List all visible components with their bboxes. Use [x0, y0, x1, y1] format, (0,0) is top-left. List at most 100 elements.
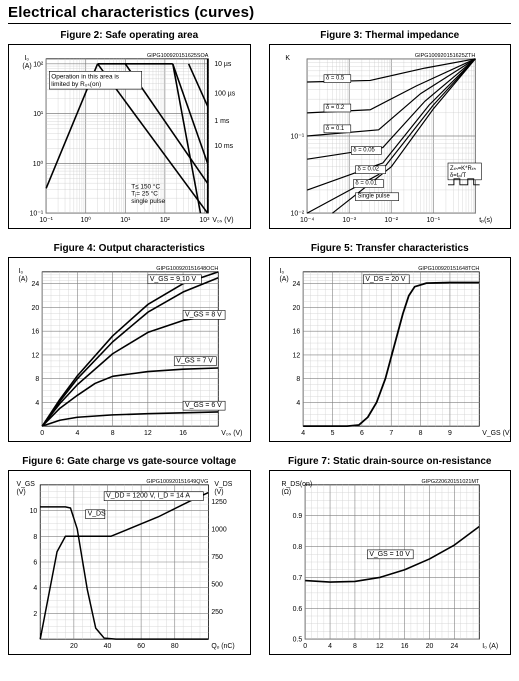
figure-2: Figure 2: Safe operating area GIPG100920…: [8, 30, 251, 229]
figure-7-chartbox: GIPG220620151021MT048121620240.50.60.70.…: [269, 470, 512, 655]
svg-text:V_GS = 8 V: V_GS = 8 V: [185, 311, 222, 318]
svg-text:δ = 0.2: δ = 0.2: [325, 105, 343, 111]
svg-text:20: 20: [32, 305, 40, 312]
svg-text:δ = 0.1: δ = 0.1: [325, 126, 343, 132]
svg-text:12: 12: [375, 643, 383, 650]
figure-6-chartbox: GIPG100920151649QVG20406080246810V_GS(V)…: [8, 470, 251, 655]
svg-text:V_DD = 1200 V, I_D = 14 A: V_DD = 1200 V, I_D = 14 A: [106, 493, 190, 500]
svg-text:δ = 0.01: δ = 0.01: [355, 181, 377, 187]
svg-text:80: 80: [171, 643, 179, 650]
svg-text:12: 12: [144, 430, 152, 437]
svg-text:0.6: 0.6: [292, 606, 302, 613]
svg-text:V_DS = 20 V: V_DS = 20 V: [365, 276, 406, 283]
svg-text:GIPG100920151648TCH: GIPG100920151648TCH: [418, 266, 479, 272]
figure-4-chartbox: GIPG100920151648OCH04812164812162024I₀(A…: [8, 257, 251, 442]
svg-text:(A): (A): [279, 276, 288, 283]
figure-5-title: Figure 5: Transfer characteristics: [269, 243, 512, 254]
svg-text:4: 4: [35, 400, 39, 407]
figure-2-chartbox: GIPG100920151625SOA 10⁻¹ 10⁰ 10¹ 10² 10³ 10⁻¹ 1…: [8, 44, 251, 229]
svg-text:10 µs: 10 µs: [214, 61, 232, 68]
svg-text:R_DS(on): R_DS(on): [281, 481, 312, 488]
svg-text:Zₜₕ=K*Rₜₕ: Zₜₕ=K*Rₜₕ: [449, 166, 475, 172]
svg-text:(V): (V): [214, 489, 223, 496]
svg-text:4: 4: [296, 400, 300, 407]
svg-text:1000: 1000: [211, 526, 227, 533]
svg-text:I₀ (A): I₀ (A): [482, 643, 498, 650]
svg-text:500: 500: [211, 582, 223, 589]
svg-text:6: 6: [359, 430, 363, 437]
svg-text:4: 4: [328, 643, 332, 650]
svg-text:V_GS = 10 V: V_GS = 10 V: [369, 551, 410, 558]
svg-text:8: 8: [111, 430, 115, 437]
svg-text:10²: 10²: [160, 217, 171, 224]
svg-text:1250: 1250: [211, 499, 227, 506]
svg-text:10⁻³: 10⁻³: [342, 217, 356, 224]
svg-text:10¹: 10¹: [120, 217, 131, 224]
svg-text:10⁻⁴: 10⁻⁴: [300, 217, 314, 224]
figure-2-title: Figure 2: Safe operating area: [8, 30, 251, 41]
svg-text:GIPG100920151649QVG: GIPG100920151649QVG: [146, 479, 208, 485]
svg-text:8: 8: [33, 534, 37, 541]
svg-text:δ=tₚ/T: δ=tₚ/T: [449, 173, 466, 179]
svg-text:0.7: 0.7: [292, 575, 302, 582]
svg-text:δ = 0.05: δ = 0.05: [353, 147, 375, 153]
svg-text:10 ms: 10 ms: [214, 143, 233, 150]
svg-text:20: 20: [292, 305, 300, 312]
svg-text:GIPG100920151648OCH: GIPG100920151648OCH: [156, 266, 218, 272]
svg-text:0.5: 0.5: [292, 637, 302, 644]
svg-text:4: 4: [33, 585, 37, 592]
svg-text:Single pulse: Single pulse: [357, 194, 390, 200]
svg-text:60: 60: [137, 643, 145, 650]
figure-3-chartbox: GIPG100920151625ZTH10⁻⁴10⁻³10⁻²10⁻¹10⁻²1…: [269, 44, 512, 229]
section-title: Electrical characteristics (curves): [8, 4, 511, 24]
svg-text:(A): (A): [18, 276, 27, 283]
svg-text:GIPG100920151625SOA: GIPG100920151625SOA: [147, 53, 209, 59]
svg-text:10¹: 10¹: [33, 111, 44, 118]
svg-text:10⁻²: 10⁻²: [384, 217, 398, 224]
svg-text:I₀: I₀: [18, 268, 23, 275]
figure-7: Figure 7: Static drain-source on-resista…: [269, 456, 512, 655]
svg-text:4: 4: [75, 430, 79, 437]
svg-text:V_GS = 6 V: V_GS = 6 V: [185, 402, 222, 409]
figure-5: Figure 5: Transfer characteristics GIPG1…: [269, 243, 512, 442]
svg-text:I₀: I₀: [279, 268, 284, 275]
svg-text:16: 16: [400, 643, 408, 650]
svg-text:Operation in this area is: Operation in this area is: [51, 74, 119, 81]
svg-text:250: 250: [211, 609, 223, 616]
svg-text:24: 24: [32, 281, 40, 288]
svg-text:16: 16: [179, 430, 187, 437]
svg-text:δ = 0.5: δ = 0.5: [325, 76, 344, 82]
svg-text:(A): (A): [22, 63, 31, 70]
svg-text:(Ω): (Ω): [281, 489, 291, 496]
svg-text:20: 20: [70, 643, 78, 650]
svg-text:GIPG220620151021MT: GIPG220620151021MT: [421, 479, 479, 485]
svg-text:12: 12: [292, 352, 300, 359]
svg-text:750: 750: [211, 554, 223, 561]
svg-text:5: 5: [330, 430, 334, 437]
figure-7-title: Figure 7: Static drain-source on-resista…: [269, 456, 512, 467]
figure-5-chartbox: GIPG100920151648TCH4567894812162024I₀(A)…: [269, 257, 512, 442]
svg-text:10⁻¹: 10⁻¹: [30, 211, 44, 218]
svg-text:Tⱼ= 25 °C: Tⱼ= 25 °C: [131, 190, 158, 198]
svg-text:V_GS = 9,10 V: V_GS = 9,10 V: [150, 276, 197, 283]
svg-text:20: 20: [425, 643, 433, 650]
svg-text:10³: 10³: [199, 217, 210, 224]
svg-text:V_GS = 7 V: V_GS = 7 V: [176, 358, 213, 365]
svg-text:24: 24: [292, 281, 300, 288]
svg-text:T≤ 150 °C: T≤ 150 °C: [131, 182, 160, 190]
svg-text:10⁻¹: 10⁻¹: [290, 133, 304, 140]
svg-text:GIPG100920151625ZTH: GIPG100920151625ZTH: [414, 53, 475, 59]
svg-text:10⁻¹: 10⁻¹: [39, 217, 53, 224]
svg-text:10⁻²: 10⁻²: [290, 211, 304, 218]
svg-text:1 ms: 1 ms: [214, 118, 230, 125]
svg-text:10⁰: 10⁰: [80, 216, 91, 224]
svg-text:8: 8: [352, 643, 356, 650]
svg-text:V₀ₛ (V): V₀ₛ (V): [221, 430, 242, 437]
svg-text:K: K: [285, 55, 290, 62]
svg-text:tₚ(s): tₚ(s): [479, 217, 492, 224]
svg-text:8: 8: [35, 376, 39, 383]
svg-text:8: 8: [296, 376, 300, 383]
figure-6: Figure 6: Gate charge vs gate-source vol…: [8, 456, 251, 655]
figure-4-title: Figure 4: Output characteristics: [8, 243, 251, 254]
svg-text:10⁰: 10⁰: [33, 160, 44, 168]
